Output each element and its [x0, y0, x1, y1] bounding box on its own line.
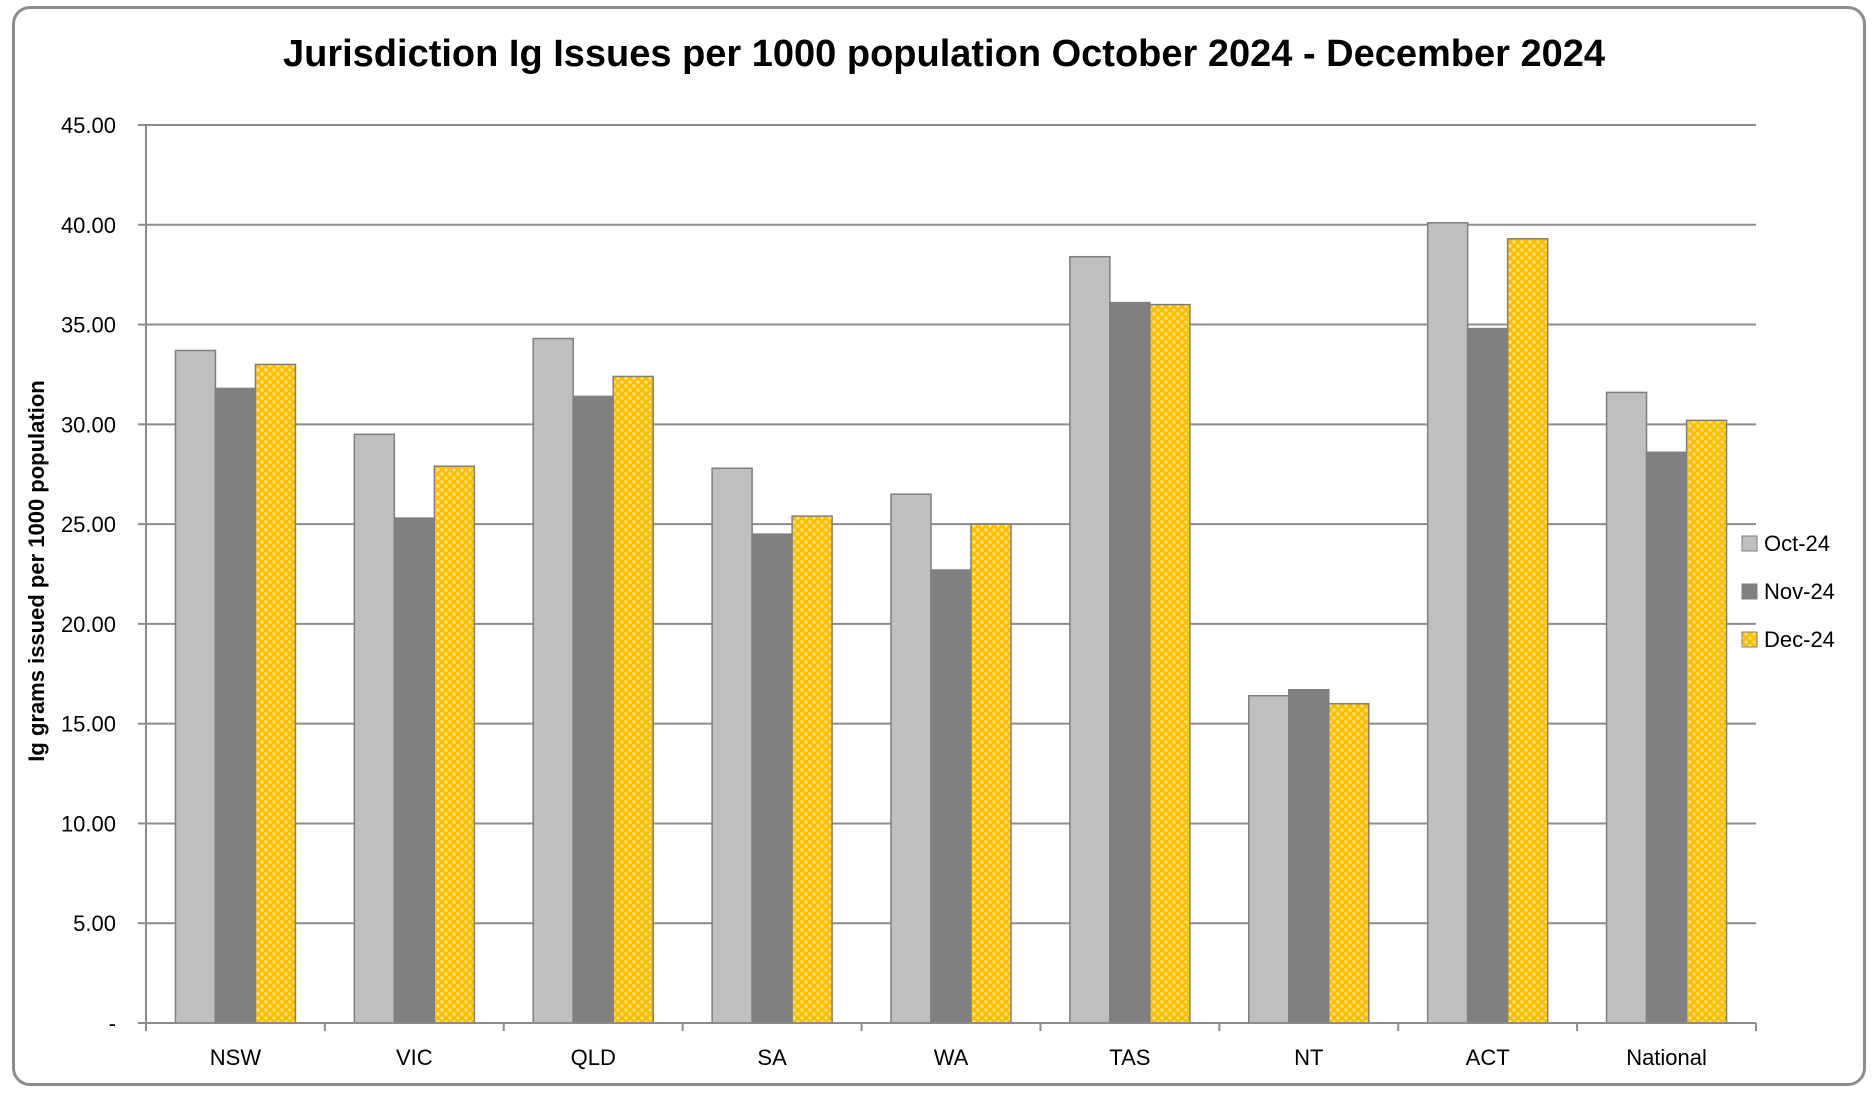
x-tick-label: VIC: [396, 1045, 433, 1070]
bar-nt-dec-24: [1328, 702, 1370, 1024]
bar-tas-nov-24: [1109, 301, 1151, 1024]
bar-act-oct-24: [1426, 222, 1469, 1024]
legend: Oct-24 Nov-24 Dec-24: [1741, 531, 1835, 652]
legend-label: Nov-24: [1764, 579, 1835, 604]
x-tick-label: TAS: [1109, 1045, 1150, 1070]
y-tick-label: 30.00: [61, 412, 116, 437]
bar-tas-oct-24: [1069, 255, 1111, 1024]
y-tick-label: 20.00: [61, 612, 116, 637]
bar-national-nov-24: [1645, 451, 1688, 1024]
legend-swatch: [1741, 583, 1758, 600]
bar-nsw-nov-24: [214, 387, 257, 1024]
y-tick-label: -: [109, 1011, 116, 1036]
y-tick-label: 15.00: [61, 712, 116, 737]
bars: [174, 222, 1728, 1024]
y-tick-label: 25.00: [61, 512, 116, 537]
bar-qld-dec-24: [612, 375, 654, 1024]
bar-sa-dec-24: [791, 515, 833, 1024]
x-tick-label: SA: [757, 1045, 787, 1070]
bar-act-dec-24: [1506, 237, 1549, 1024]
bar-act-nov-24: [1466, 327, 1509, 1024]
bar-vic-oct-24: [353, 433, 396, 1024]
x-tick-label: QLD: [571, 1045, 616, 1070]
bar-qld-nov-24: [572, 395, 614, 1024]
legend-swatch: [1741, 535, 1758, 552]
legend-label: Dec-24: [1764, 627, 1835, 652]
bar-wa-dec-24: [970, 523, 1012, 1024]
bar-wa-nov-24: [930, 569, 972, 1024]
bar-nt-nov-24: [1288, 688, 1330, 1024]
bar-vic-nov-24: [393, 517, 436, 1024]
legend-label: Oct-24: [1764, 531, 1830, 556]
x-tick-label: WA: [934, 1045, 969, 1070]
y-tick-label: 5.00: [73, 911, 116, 936]
bar-tas-dec-24: [1149, 303, 1191, 1024]
bar-sa-nov-24: [751, 533, 793, 1024]
bar-wa-oct-24: [890, 493, 932, 1024]
bar-national-oct-24: [1605, 391, 1648, 1024]
axes: - 5.00 10.00 15.00 20.00 25.00 30.00 35.00 40.00…: [61, 113, 1757, 1070]
y-tick-label: 45.00: [61, 113, 116, 138]
y-tick-label: 35.00: [61, 313, 116, 338]
y-axis-label: Ig grams issued per 1000 population: [24, 380, 49, 761]
bar-national-dec-24: [1685, 419, 1728, 1024]
bar-nsw-dec-24: [254, 363, 297, 1024]
x-tick-label: ACT: [1466, 1045, 1510, 1070]
bar-sa-oct-24: [711, 467, 753, 1024]
x-tick-label: NSW: [210, 1045, 262, 1070]
x-tick-label: NT: [1294, 1045, 1323, 1070]
y-tick-label: 40.00: [61, 213, 116, 238]
bar-nsw-oct-24: [174, 349, 217, 1024]
bar-nt-oct-24: [1248, 694, 1290, 1024]
legend-swatch: [1741, 631, 1758, 648]
bar-qld-oct-24: [532, 337, 574, 1024]
chart-title: Jurisdiction Ig Issues per 1000 populati…: [283, 33, 1605, 75]
bar-vic-dec-24: [433, 465, 476, 1024]
y-tick-label: 10.00: [61, 811, 116, 836]
x-tick-label: National: [1626, 1045, 1707, 1070]
